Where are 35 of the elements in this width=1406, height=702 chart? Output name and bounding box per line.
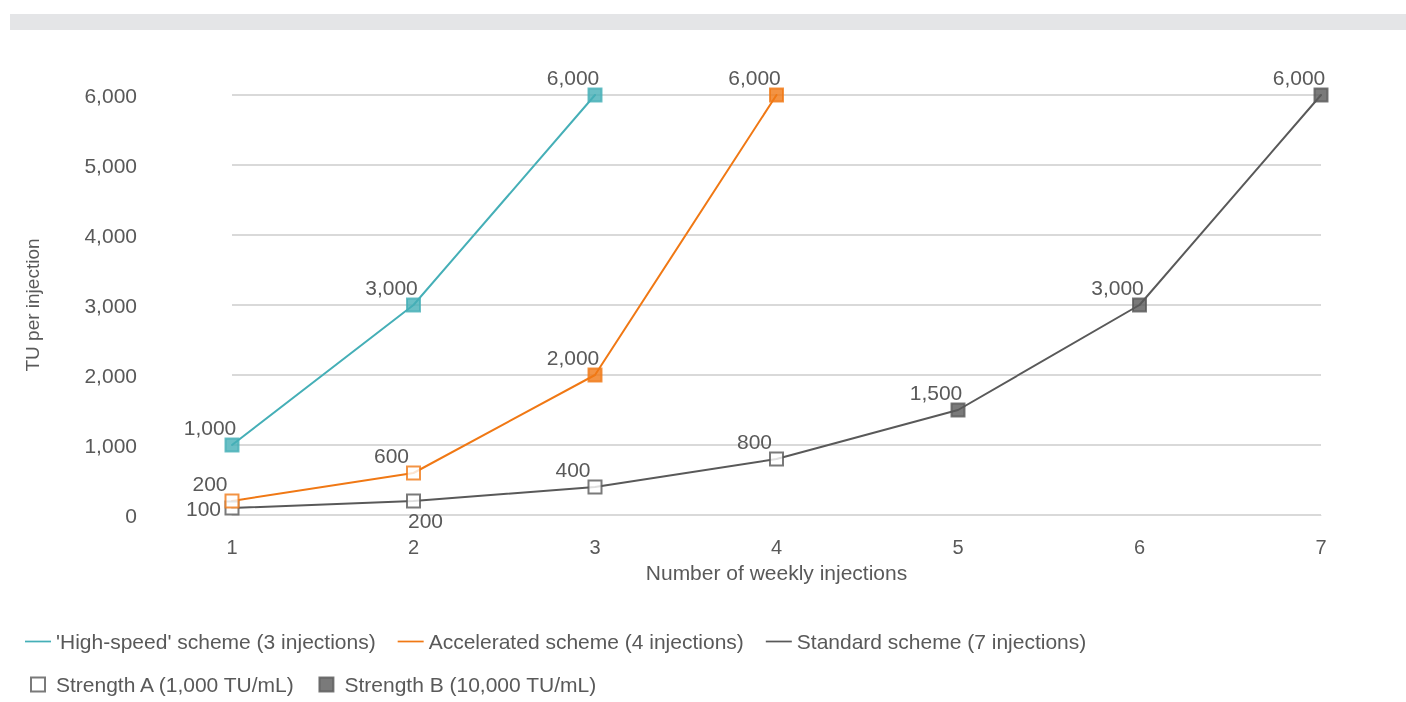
data-label: 2,000 [546, 346, 600, 369]
y-tick-label: 3,000 [84, 293, 137, 317]
data-label: 100 [185, 496, 221, 520]
x-tick-label: 6 [1133, 536, 1146, 558]
y-tick-label: 6,000 [84, 83, 137, 107]
x-tick-label: 4 [770, 536, 783, 558]
legend-label: Accelerated scheme (4 injections) [428, 630, 744, 653]
y-tick-label: 4,000 [84, 223, 137, 247]
data-label: 6,000 [546, 66, 600, 89]
data-label: 6,000 [1272, 66, 1326, 89]
x-tick-label: 1 [226, 536, 238, 558]
x-tick-label: 5 [952, 536, 964, 558]
y-tick-label: 1,000 [84, 433, 137, 457]
legend-label: Strength A (1,000 TU/mL) [56, 673, 294, 696]
data-label: 1,000 [183, 416, 237, 439]
x-tick-label: 2 [407, 536, 420, 558]
x-tick-label: 7 [1315, 536, 1327, 558]
y-tick-label: 0 [125, 503, 137, 527]
data-label: 3,000 [1091, 276, 1144, 299]
x-axis-title: Number of weekly injections [645, 560, 908, 584]
legend-label: Standard scheme (7 injections) [796, 630, 1087, 653]
y-axis-title: TU per injection [22, 238, 43, 372]
data-label: 200 [192, 472, 228, 495]
data-label: 6,000 [728, 66, 781, 89]
data-label: 3,000 [365, 276, 418, 299]
data-label: 600 [373, 444, 410, 467]
data-label: 800 [736, 430, 773, 453]
data-label: 1,500 [909, 381, 963, 404]
y-tick-label: 2,000 [84, 363, 137, 387]
data-label: 200 [407, 509, 444, 532]
legend-label: 'High-speed' scheme (3 injections) [56, 630, 376, 653]
data-label: 400 [555, 458, 591, 481]
y-tick-label: 5,000 [84, 153, 137, 177]
x-tick-label: 3 [589, 536, 601, 558]
legend-label: Strength B (10,000 TU/mL) [344, 673, 597, 696]
